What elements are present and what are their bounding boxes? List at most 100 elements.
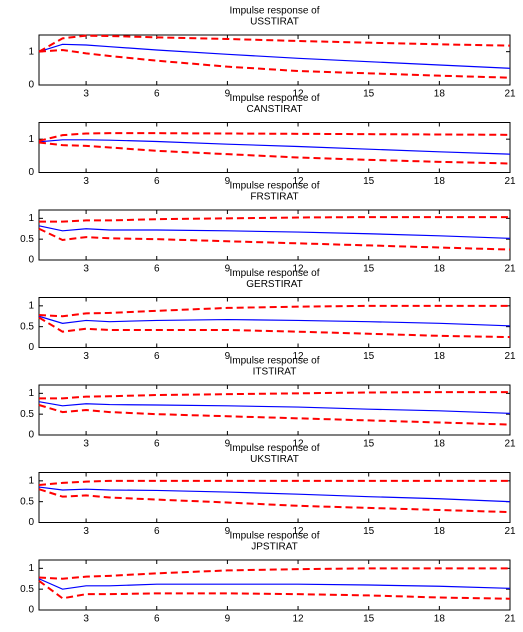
x-tick-label: 15 bbox=[363, 526, 375, 537]
axes-box bbox=[38, 559, 511, 611]
x-tick-label: 18 bbox=[434, 351, 446, 362]
x-tick-label: 21 bbox=[504, 89, 516, 100]
y-tick-label: 0 bbox=[28, 255, 34, 266]
x-tick-label: 21 bbox=[504, 526, 516, 537]
y-tick-label: 0 bbox=[28, 342, 34, 353]
x-tick-label: 21 bbox=[504, 439, 516, 450]
chart-title: Impulse response of bbox=[229, 93, 319, 104]
series-line bbox=[38, 578, 511, 590]
series-line bbox=[38, 132, 511, 142]
x-tick-label: 18 bbox=[434, 526, 446, 537]
x-tick-label: 12 bbox=[292, 264, 304, 275]
y-tick-label: 0.5 bbox=[20, 584, 34, 595]
x-tick-label: 12 bbox=[292, 526, 304, 537]
x-tick-label: 6 bbox=[154, 264, 160, 275]
x-tick-label: 15 bbox=[363, 176, 375, 187]
x-tick-label: 12 bbox=[292, 89, 304, 100]
x-tick-label: 18 bbox=[434, 176, 446, 187]
x-tick-label: 6 bbox=[154, 614, 160, 625]
series-line bbox=[38, 486, 511, 503]
x-tick-label: 21 bbox=[504, 351, 516, 362]
chart-title: Impulse response of bbox=[229, 443, 319, 454]
series-line bbox=[38, 316, 511, 339]
y-tick-label: 1 bbox=[28, 46, 34, 57]
y-tick-label: 0 bbox=[28, 517, 34, 528]
axes-box bbox=[38, 297, 511, 348]
x-tick-label: 12 bbox=[292, 351, 304, 362]
series-line bbox=[38, 48, 511, 79]
series-line bbox=[38, 34, 511, 53]
y-tick-label: 0.5 bbox=[20, 496, 34, 507]
chart-title: Impulse response of bbox=[229, 268, 319, 279]
x-tick-label: 12 bbox=[292, 176, 304, 187]
x-tick-label: 18 bbox=[434, 264, 446, 275]
y-tick-label: 1 bbox=[28, 300, 34, 311]
x-tick-label: 18 bbox=[434, 89, 446, 100]
x-tick-label: 3 bbox=[83, 351, 89, 362]
chart-title: Impulse response of bbox=[229, 356, 319, 367]
y-tick-label: 0 bbox=[28, 605, 34, 616]
series-line bbox=[38, 139, 511, 155]
series-line bbox=[38, 404, 511, 426]
series-line bbox=[38, 225, 511, 239]
chart-subtitle: USSTIRAT bbox=[250, 17, 299, 28]
series-line bbox=[38, 401, 511, 414]
x-tick-label: 18 bbox=[434, 439, 446, 450]
chart-title: Impulse response of bbox=[229, 6, 319, 17]
x-tick-label: 9 bbox=[225, 614, 231, 625]
x-tick-label: 18 bbox=[434, 614, 446, 625]
x-tick-label: 15 bbox=[363, 351, 375, 362]
x-tick-label: 6 bbox=[154, 526, 160, 537]
x-tick-label: 3 bbox=[83, 439, 89, 450]
series-line bbox=[38, 567, 510, 580]
y-tick-label: 1 bbox=[28, 563, 34, 574]
y-tick-label: 1 bbox=[28, 134, 34, 145]
x-tick-label: 6 bbox=[154, 351, 160, 362]
x-tick-label: 3 bbox=[83, 614, 89, 625]
chart-subtitle: UKSTIRAT bbox=[250, 454, 299, 465]
y-tick-label: 1 bbox=[28, 213, 34, 224]
chart-subtitle: FRSTIRAT bbox=[250, 192, 298, 203]
series-line bbox=[38, 43, 511, 69]
chart-title: Impulse response of bbox=[229, 531, 319, 542]
x-tick-label: 3 bbox=[83, 526, 89, 537]
y-tick-label: 1 bbox=[28, 475, 34, 486]
chart-title: Impulse response of bbox=[229, 181, 319, 192]
x-tick-label: 9 bbox=[225, 526, 231, 537]
x-tick-label: 9 bbox=[225, 439, 231, 450]
chart-subtitle: ITSTIRAT bbox=[253, 367, 297, 378]
x-tick-label: 9 bbox=[225, 351, 231, 362]
axes-box bbox=[38, 34, 511, 86]
y-tick-label: 0 bbox=[28, 167, 34, 178]
y-tick-label: 1 bbox=[28, 388, 34, 399]
series-line bbox=[38, 479, 510, 486]
x-tick-label: 21 bbox=[504, 264, 516, 275]
x-tick-label: 9 bbox=[225, 89, 231, 100]
series-line bbox=[38, 227, 511, 251]
x-tick-label: 9 bbox=[225, 264, 231, 275]
x-tick-label: 3 bbox=[83, 176, 89, 187]
chart-subtitle: CANSTIRAT bbox=[247, 104, 303, 115]
x-tick-label: 6 bbox=[154, 439, 160, 450]
x-tick-label: 3 bbox=[83, 89, 89, 100]
x-tick-label: 6 bbox=[154, 89, 160, 100]
x-tick-label: 15 bbox=[363, 89, 375, 100]
y-tick-label: 0.5 bbox=[20, 321, 34, 332]
series-line bbox=[39, 216, 510, 223]
x-tick-label: 6 bbox=[154, 176, 160, 187]
chart-subtitle: JPSTIRAT bbox=[251, 542, 297, 553]
x-tick-label: 21 bbox=[504, 176, 516, 187]
x-tick-label: 15 bbox=[363, 439, 375, 450]
series-line bbox=[38, 141, 511, 165]
series-line bbox=[39, 391, 510, 400]
y-tick-label: 0.5 bbox=[20, 409, 34, 420]
y-tick-label: 0 bbox=[28, 430, 34, 441]
y-tick-label: 0 bbox=[28, 80, 34, 91]
series-line bbox=[38, 315, 511, 327]
series-line bbox=[38, 304, 510, 318]
series-line bbox=[38, 488, 511, 514]
y-tick-label: 0.5 bbox=[20, 234, 34, 245]
x-tick-label: 3 bbox=[83, 264, 89, 275]
series-line bbox=[38, 580, 511, 600]
